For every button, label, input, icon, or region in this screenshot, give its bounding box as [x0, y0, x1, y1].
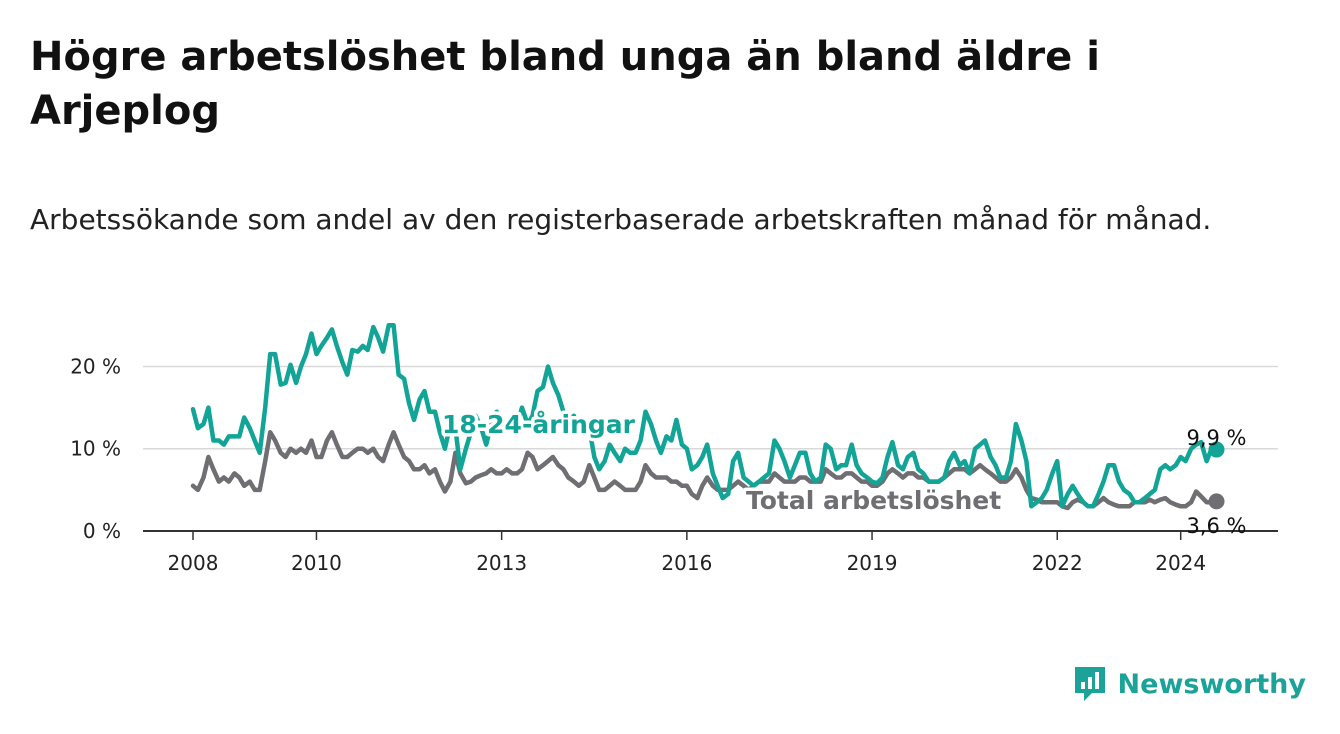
x-tick-label: 2008 [168, 551, 219, 575]
x-tick-label: 2010 [291, 551, 342, 575]
y-tick-label: 10 % [70, 437, 121, 461]
endpoint-youth [1208, 441, 1225, 458]
endpoint-total [1208, 493, 1225, 510]
newsworthy-logo-icon [1074, 667, 1105, 701]
x-tick-label: 2016 [661, 551, 712, 575]
chart-title: Högre arbetslöshet bland unga än bland ä… [30, 34, 1100, 134]
brand-logo: Newsworthy [1072, 664, 1306, 704]
x-tick-label: 2022 [1032, 551, 1083, 575]
end-label-total: 3,6 % [1186, 514, 1246, 538]
series-line-youth [190, 323, 1219, 509]
chart-subtitle: Arbetssökande som andel av den registerb… [30, 203, 1212, 236]
y-tick-label: 0 % [83, 519, 121, 543]
end-label-youth: 9,9 % [1186, 426, 1246, 450]
series-label-total: Total arbetslöshet [746, 486, 1001, 515]
x-tick-label: 2013 [476, 551, 527, 575]
brand-name: Newsworthy [1117, 668, 1306, 700]
x-tick-label: 2024 [1155, 551, 1206, 575]
x-tick-label: 2019 [847, 551, 898, 575]
series-label-youth: 18-24-åringar [442, 410, 636, 439]
y-tick-label: 20 % [70, 354, 121, 378]
series-line-total [190, 430, 1219, 511]
